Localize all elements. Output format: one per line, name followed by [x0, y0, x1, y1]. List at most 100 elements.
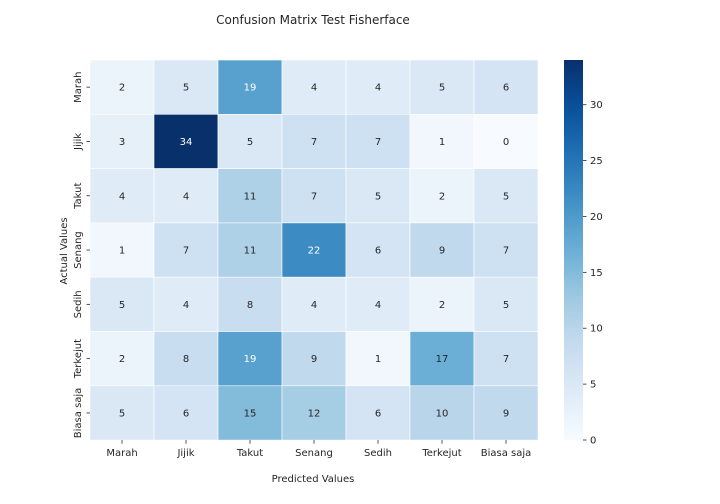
heatmap-cell: [345, 385, 411, 441]
heatmap-cell: [89, 59, 155, 115]
cell-value-label: 5: [503, 300, 509, 311]
cell-value-label: 1: [375, 354, 381, 365]
heatmap-cell: [89, 331, 155, 387]
cell-value-label: 34: [180, 137, 193, 148]
heatmap-cell: [153, 59, 219, 115]
cell-value-label: 19: [244, 354, 257, 365]
cell-value-label: 10: [436, 408, 449, 419]
y-tick-label: Biasa saja: [73, 388, 84, 439]
cell-value-label: 5: [247, 137, 253, 148]
heatmap-cell: [89, 276, 155, 332]
heatmap-cell: [473, 331, 539, 387]
colorbar-tick-label: 0: [590, 436, 596, 447]
chart-title: Confusion Matrix Test Fisherface: [216, 13, 410, 27]
heatmap-cell: [281, 59, 347, 115]
colorbar-tick-label: 5: [590, 380, 596, 391]
y-tick-label: Takut: [73, 183, 84, 210]
heatmap-cell: [217, 114, 283, 169]
cell-value-label: 2: [439, 191, 445, 202]
y-tick-label: Jijik: [73, 133, 84, 151]
x-tick-label: Takut: [236, 448, 263, 459]
cell-value-label: 11: [244, 191, 257, 202]
cell-value-label: 4: [375, 300, 381, 311]
colorbar-tick-label: 10: [590, 324, 603, 335]
cell-value-label: 3: [119, 137, 125, 148]
cell-value-label: 6: [375, 408, 381, 419]
cell-value-label: 4: [311, 300, 317, 311]
y-tick-label: Sedih: [73, 290, 84, 318]
cell-value-label: 7: [183, 246, 189, 257]
cell-value-label: 9: [503, 408, 509, 419]
heatmap-cell: [153, 222, 219, 278]
cell-value-label: 4: [183, 300, 189, 311]
cell-value-label: 5: [503, 191, 509, 202]
cell-value-label: 8: [247, 300, 253, 311]
heatmap-cell: [281, 168, 347, 224]
cell-value-label: 4: [375, 83, 381, 94]
x-tick-labels: Marah Jijik Takut Senang Sedih Terkejut Biasa …: [106, 440, 531, 459]
cell-value-label: 8: [183, 354, 189, 365]
heatmap-cell: [409, 168, 475, 224]
heatmap-cell: [473, 114, 539, 169]
y-tick-labels: Marah Jijik Takut Senang Sedih Terkejut Biasa …: [73, 71, 90, 438]
x-tick-label: Sedih: [364, 448, 392, 459]
heatmap-cell: [217, 59, 283, 115]
cell-value-label: 5: [375, 191, 381, 202]
heatmap-cell: [345, 168, 411, 224]
cell-value-label: 12: [308, 408, 321, 419]
x-tick-label: Jijik: [176, 448, 194, 459]
heatmap-cell: [217, 331, 283, 387]
x-tick-label: Biasa saja: [481, 448, 532, 459]
cell-value-label: 6: [375, 246, 381, 257]
cell-value-label: 15: [244, 408, 257, 419]
heatmap-cell: [409, 114, 475, 169]
colorbar-tick-label: 25: [590, 156, 603, 167]
x-tick-label: Senang: [295, 448, 333, 459]
heatmap-cell: [153, 168, 219, 224]
cell-value-label: 9: [311, 354, 317, 365]
heatmap-cells: 2 5 19 4 4 5 63 34 5 7 7 1 04 4 11 7 5 2 51 7 11 22 6 9 75 4 8 4 4 2 5…: [89, 59, 539, 441]
heatmap-cell: [473, 222, 539, 278]
heatmap-cell: [217, 168, 283, 224]
heatmap-cell: [409, 385, 475, 441]
heatmap-cell: [409, 222, 475, 278]
cell-value-label: 19: [244, 83, 257, 94]
cell-value-label: 11: [244, 246, 257, 257]
y-tick-label: Senang: [73, 231, 84, 269]
heatmap-cell: [345, 114, 411, 169]
cell-value-label: 7: [375, 137, 381, 148]
cell-value-label: 5: [183, 83, 189, 94]
heatmap-cell: [473, 276, 539, 332]
heatmap-cell: [281, 385, 347, 441]
cell-value-label: 2: [119, 83, 125, 94]
cell-value-label: 2: [119, 354, 125, 365]
y-tick-label: Terkejut: [73, 339, 84, 379]
heatmap-cell: [345, 59, 411, 115]
cell-value-label: 5: [439, 83, 445, 94]
cell-value-label: 7: [503, 354, 509, 365]
y-axis-label: Actual Values: [59, 217, 70, 284]
heatmap-cell: [89, 385, 155, 441]
cell-value-label: 4: [119, 191, 125, 202]
colorbar-tick-label: 15: [590, 268, 603, 279]
cell-value-label: 4: [183, 191, 189, 202]
heatmap-cell: [473, 385, 539, 441]
cell-value-label: 4: [311, 83, 317, 94]
x-tick-label: Terkejut: [421, 448, 461, 459]
cell-value-label: 22: [308, 246, 321, 257]
x-tick-label: Marah: [106, 448, 137, 459]
cell-value-label: 5: [119, 408, 125, 419]
cell-value-label: 6: [183, 408, 189, 419]
cell-value-label: 7: [311, 191, 317, 202]
y-tick-label: Marah: [73, 71, 84, 102]
cell-value-label: 6: [503, 83, 509, 94]
x-axis-label: Predicted Values: [272, 474, 355, 485]
cell-value-label: 2: [439, 300, 445, 311]
colorbar-tick-label: 20: [590, 212, 603, 223]
heatmap-cell: [153, 331, 219, 387]
cell-value-label: 1: [119, 246, 125, 257]
heatmap-cell: [281, 222, 347, 278]
heatmap-cell: [89, 222, 155, 278]
cell-value-label: 5: [119, 300, 125, 311]
